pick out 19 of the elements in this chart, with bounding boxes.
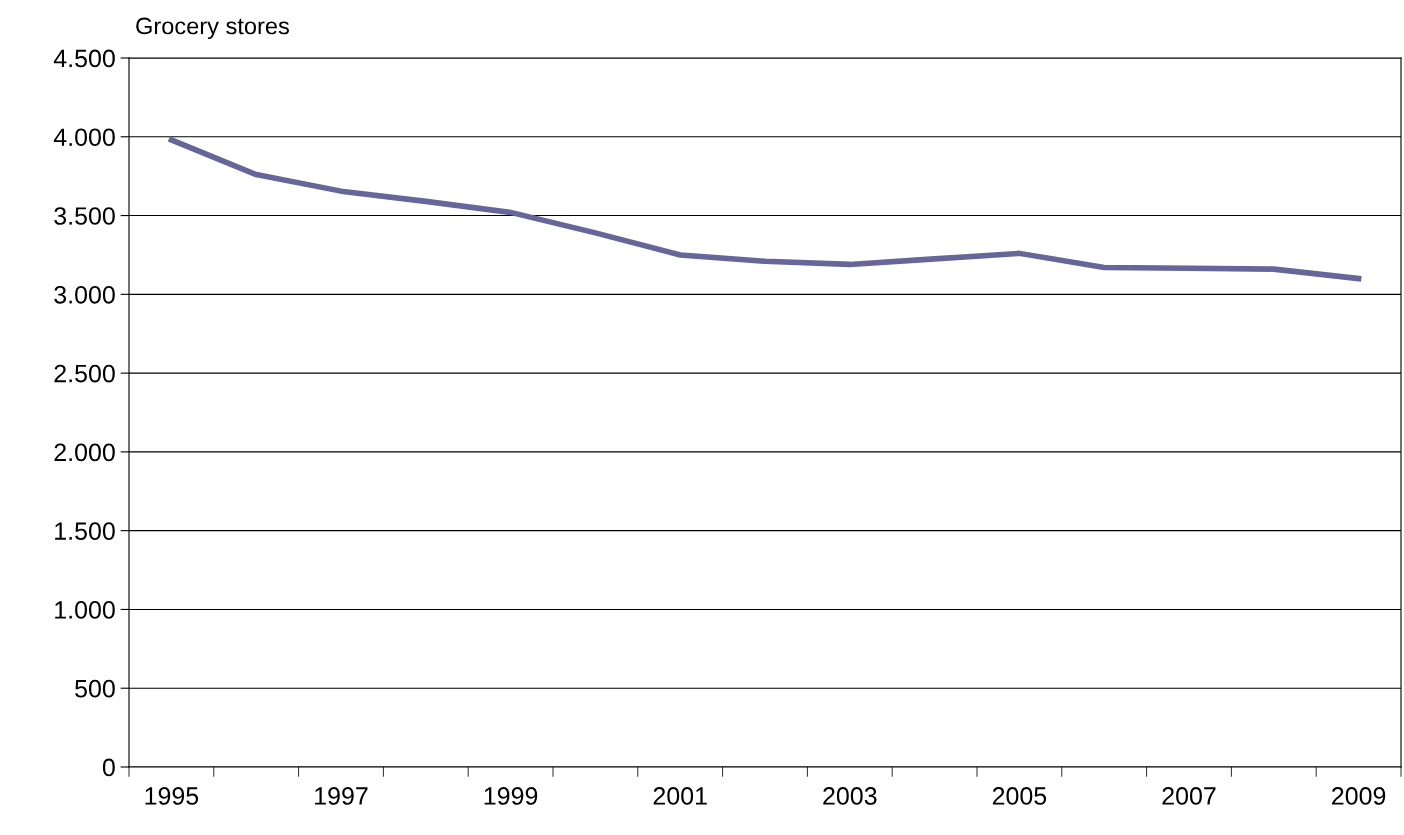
x-tick-label: 2001 bbox=[653, 787, 707, 805]
x-tick-label: 1997 bbox=[315, 787, 368, 805]
y-tick-label: 2.500 bbox=[54, 364, 115, 383]
x-tick-label: 2009 bbox=[1332, 787, 1386, 805]
y-tick-label: 1.000 bbox=[55, 601, 115, 619]
y-tick-label: 4.500 bbox=[53, 49, 115, 68]
x-tick-label: 2005 bbox=[992, 787, 1047, 805]
y-tick-label: 3.500 bbox=[54, 207, 115, 225]
y-tick-label: 3.000 bbox=[54, 285, 115, 304]
y-tick-label: 1.500 bbox=[55, 522, 115, 540]
x-tick-label: 1999 bbox=[484, 787, 538, 805]
y-axis-title: Grocery stores bbox=[136, 17, 289, 39]
x-tick-label: 1995 bbox=[145, 787, 199, 805]
x-tick-label: 2003 bbox=[823, 787, 877, 805]
y-tick-label: 2.000 bbox=[54, 443, 115, 462]
y-tick-label: 4.000 bbox=[53, 128, 115, 147]
y-tick-label: 500 bbox=[75, 679, 115, 698]
x-tick-label: 2007 bbox=[1162, 787, 1216, 805]
y-tick-label: 0 bbox=[102, 758, 115, 777]
